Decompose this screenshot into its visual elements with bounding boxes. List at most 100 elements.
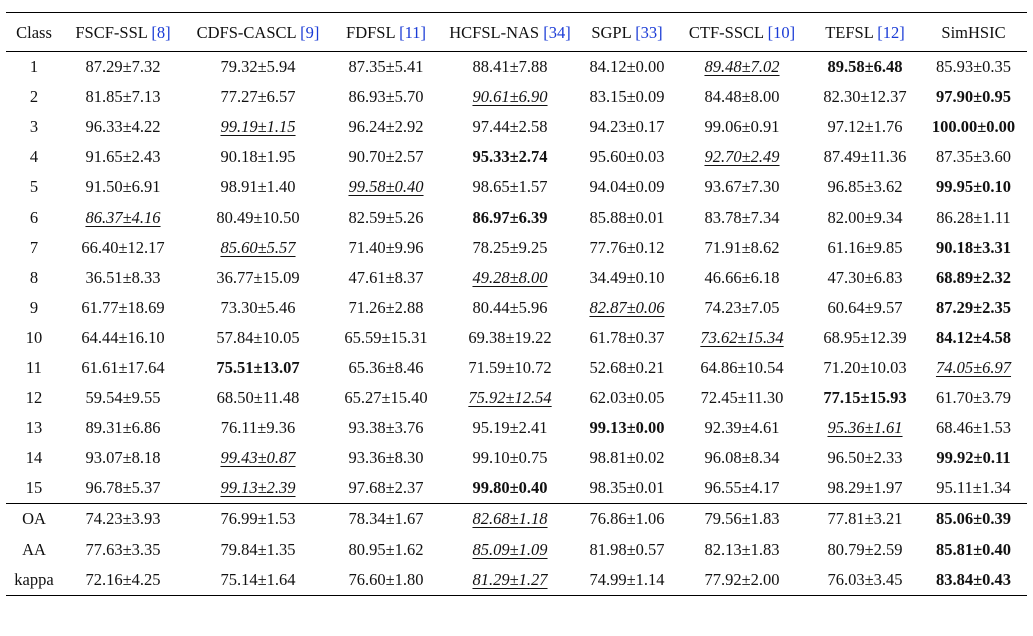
row-label: 14 [25, 448, 43, 468]
table-cell: 83.15±0.09 [580, 82, 674, 112]
citation-link[interactable]: [10] [767, 23, 796, 42]
second-best-value: 74.05±6.97 [935, 357, 1012, 377]
cell-value: 86.93±5.70 [348, 87, 424, 107]
table-row: 3 96.33±4.22 99.19±1.15 96.24±2.92 97.44±2.5… [6, 112, 1027, 142]
cell-value: 85.93±0.35 [935, 57, 1012, 77]
table-cell: 87.29±7.32 [62, 52, 184, 83]
table-cell: 68.95±12.39 [810, 323, 920, 353]
cell-value: 90.70±2.57 [348, 147, 424, 167]
second-best-value: 73.62±15.34 [700, 327, 784, 347]
best-value: 68.89±2.32 [935, 267, 1012, 287]
cell-value: 82.00±9.34 [827, 207, 903, 227]
cell-value: 95.11±1.34 [936, 478, 1011, 498]
cell-value: 82.13±1.83 [704, 539, 780, 559]
table-cell: 71.26±2.88 [332, 293, 440, 323]
table-cell: 92.39±4.61 [674, 413, 810, 443]
best-value: 83.84±0.43 [935, 569, 1012, 589]
table-cell: 34.49±0.10 [580, 263, 674, 293]
cell-value: 65.27±15.40 [344, 388, 428, 408]
citation-link[interactable]: [8] [151, 23, 171, 42]
cell-value: 99.06±0.91 [704, 117, 780, 137]
table-cell: 77.92±2.00 [674, 564, 810, 596]
column-header: FDFSL [11] [332, 13, 440, 52]
cell-value: 94.04±0.09 [589, 177, 665, 197]
table-cell: 82.30±12.37 [810, 82, 920, 112]
column-header: SimHSIC [920, 13, 1027, 52]
citation-link[interactable]: [9] [300, 23, 320, 42]
second-best-value: 82.87±0.06 [589, 297, 665, 317]
table-cell: 96.08±8.34 [674, 443, 810, 473]
cell-value: 93.07±8.18 [85, 448, 161, 468]
cell-value: 60.64±9.57 [827, 297, 903, 317]
cell-value: 87.49±11.36 [823, 147, 907, 167]
best-value: 85.81±0.40 [935, 539, 1012, 559]
table-cell: 95.19±2.41 [440, 413, 580, 443]
second-best-value: 89.48±7.02 [704, 57, 780, 77]
cell-value: 71.59±10.72 [468, 357, 552, 377]
table-cell: 62.03±0.05 [580, 383, 674, 413]
cell-value: 77.76±0.12 [589, 237, 665, 257]
cell-value: 96.85±3.62 [827, 177, 903, 197]
row-label: 13 [25, 418, 43, 438]
table-cell: 83.84±0.43 [920, 564, 1027, 596]
cell-value: 93.36±8.30 [348, 448, 424, 468]
table-cell: 93.67±7.30 [674, 172, 810, 202]
cell-value: 66.40±12.17 [81, 237, 165, 257]
cell-value: 72.45±11.30 [700, 388, 784, 408]
cell-value: 96.08±8.34 [704, 448, 780, 468]
table-row: 13 89.31±6.86 76.11±9.36 93.38±3.76 95.19±2.… [6, 413, 1027, 443]
best-value: 95.33±2.74 [472, 147, 548, 167]
table-cell: 46.66±6.18 [674, 263, 810, 293]
cell-value: 97.44±2.58 [472, 117, 548, 137]
table-cell: 79.84±1.35 [184, 535, 332, 565]
cell-value: 69.38±19.22 [468, 327, 552, 347]
table-cell: 59.54±9.55 [62, 383, 184, 413]
cell-value: 47.30±6.83 [827, 267, 903, 287]
table-cell: 68.50±11.48 [184, 383, 332, 413]
cell-value: 80.49±10.50 [216, 207, 300, 227]
table-row: AA 77.63±3.35 79.84±1.35 80.95±1.62 85.09±1.… [6, 535, 1027, 565]
table-cell: 86.28±1.11 [920, 202, 1027, 232]
second-best-value: 85.09±1.09 [472, 539, 548, 559]
cell-value: 96.50±2.33 [827, 448, 903, 468]
best-value: 85.06±0.39 [935, 509, 1012, 529]
table-cell: 74.99±1.14 [580, 564, 674, 596]
row-label: 4 [29, 147, 39, 167]
citation-link[interactable]: [33] [635, 23, 663, 42]
table-cell: 95.11±1.34 [920, 473, 1027, 504]
table-row: kappa 72.16±4.25 75.14±1.64 76.60±1.80 81.29… [6, 564, 1027, 596]
citation-link[interactable]: [34] [543, 23, 571, 42]
table-cell: 98.29±1.97 [810, 473, 920, 504]
cell-value: 83.15±0.09 [589, 87, 665, 107]
table-cell: 64.44±16.10 [62, 323, 184, 353]
cell-value: 86.28±1.11 [936, 207, 1011, 227]
cell-value: 96.55±4.17 [704, 478, 780, 498]
table-row: 1 87.29±7.32 79.32±5.94 87.35±5.41 88.41±7.8… [6, 52, 1027, 83]
table-cell: 75.14±1.64 [184, 564, 332, 596]
table-cell: 71.40±9.96 [332, 233, 440, 263]
cell-value: 97.68±2.37 [348, 478, 424, 498]
table-cell: 60.64±9.57 [810, 293, 920, 323]
table-cell: 85.09±1.09 [440, 535, 580, 565]
cell-value: 84.48±8.00 [704, 87, 780, 107]
table-row: 15 96.78±5.37 99.13±2.39 97.68±2.37 99.80±0.… [6, 473, 1027, 504]
cell-value: 95.19±2.41 [472, 418, 548, 438]
table-cell: 71.59±10.72 [440, 353, 580, 383]
table-cell: 87.35±5.41 [332, 52, 440, 83]
cell-value: 74.23±3.93 [85, 509, 161, 529]
table-cell: 47.30±6.83 [810, 263, 920, 293]
table-cell: 77.15±15.93 [810, 383, 920, 413]
citation-link[interactable]: [12] [877, 23, 905, 42]
table-cell: 90.18±3.31 [920, 233, 1027, 263]
table-cell: 57.84±10.05 [184, 323, 332, 353]
column-header: HCFSL-NAS [34] [440, 13, 580, 52]
citation-link[interactable]: [11] [399, 23, 426, 42]
cell-value: 87.35±5.41 [348, 57, 424, 77]
cell-value: 93.67±7.30 [704, 177, 780, 197]
column-header-name: FDFSL [346, 23, 395, 42]
table-cell: 79.56±1.83 [674, 503, 810, 535]
table-cell: 96.33±4.22 [62, 112, 184, 142]
cell-value: 95.60±0.03 [589, 147, 665, 167]
table-cell: 87.49±11.36 [810, 142, 920, 172]
best-value: 99.95±0.10 [935, 177, 1012, 197]
